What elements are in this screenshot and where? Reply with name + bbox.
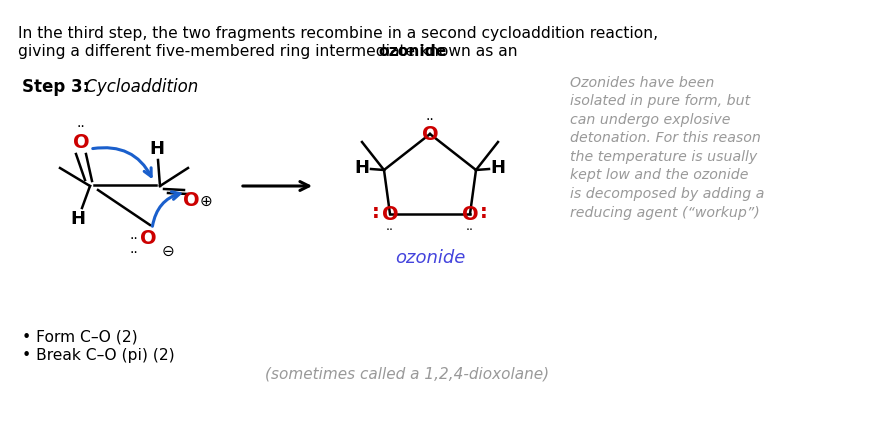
Text: Cycloaddition: Cycloaddition — [80, 78, 198, 96]
Text: detonation. For this reason: detonation. For this reason — [570, 131, 761, 146]
Text: reducing agent (“workup”): reducing agent (“workup”) — [570, 206, 759, 219]
Text: ⊖: ⊖ — [162, 243, 174, 258]
Text: (sometimes called a 1,2,4-dioxolane): (sometimes called a 1,2,4-dioxolane) — [265, 366, 549, 381]
Text: In the third step, the two fragments recombine in a second cycloaddition reactio: In the third step, the two fragments rec… — [18, 26, 658, 41]
Text: ⋅⋅: ⋅⋅ — [466, 223, 474, 237]
Text: • Break C–O (pi) (2): • Break C–O (pi) (2) — [22, 348, 174, 363]
Text: ⋅⋅: ⋅⋅ — [130, 232, 138, 246]
Text: H: H — [491, 159, 505, 177]
Text: O: O — [382, 205, 399, 223]
Text: • Form C–O (2): • Form C–O (2) — [22, 329, 138, 344]
Text: :: : — [480, 202, 488, 222]
Text: :: : — [372, 202, 380, 222]
Text: ⋅⋅: ⋅⋅ — [76, 120, 85, 134]
Text: ⋅⋅: ⋅⋅ — [426, 113, 434, 127]
Text: O: O — [183, 191, 200, 210]
Text: ozonide: ozonide — [395, 249, 465, 267]
Text: the temperature is usually: the temperature is usually — [570, 150, 757, 164]
Text: isolated in pure form, but: isolated in pure form, but — [570, 95, 750, 108]
Text: O: O — [421, 124, 438, 143]
Text: Step 3:: Step 3: — [22, 78, 89, 96]
Text: Ozonides have been: Ozonides have been — [570, 76, 714, 90]
Text: H: H — [355, 159, 370, 177]
Text: O: O — [73, 132, 89, 151]
Text: H: H — [150, 140, 165, 158]
Text: ozonide: ozonide — [378, 44, 447, 59]
Text: O: O — [139, 230, 156, 249]
Text: is decomposed by adding a: is decomposed by adding a — [570, 187, 765, 201]
Text: ⋅⋅: ⋅⋅ — [386, 223, 394, 237]
Text: ⊕: ⊕ — [200, 194, 212, 209]
Text: kept low and the ozonide: kept low and the ozonide — [570, 169, 748, 182]
Text: ⋅⋅: ⋅⋅ — [130, 246, 138, 260]
Text: O: O — [462, 205, 478, 223]
Text: H: H — [70, 210, 86, 228]
Text: can undergo explosive: can undergo explosive — [570, 113, 731, 127]
Text: giving a different five-membered ring intermediate known as an: giving a different five-membered ring in… — [18, 44, 522, 59]
